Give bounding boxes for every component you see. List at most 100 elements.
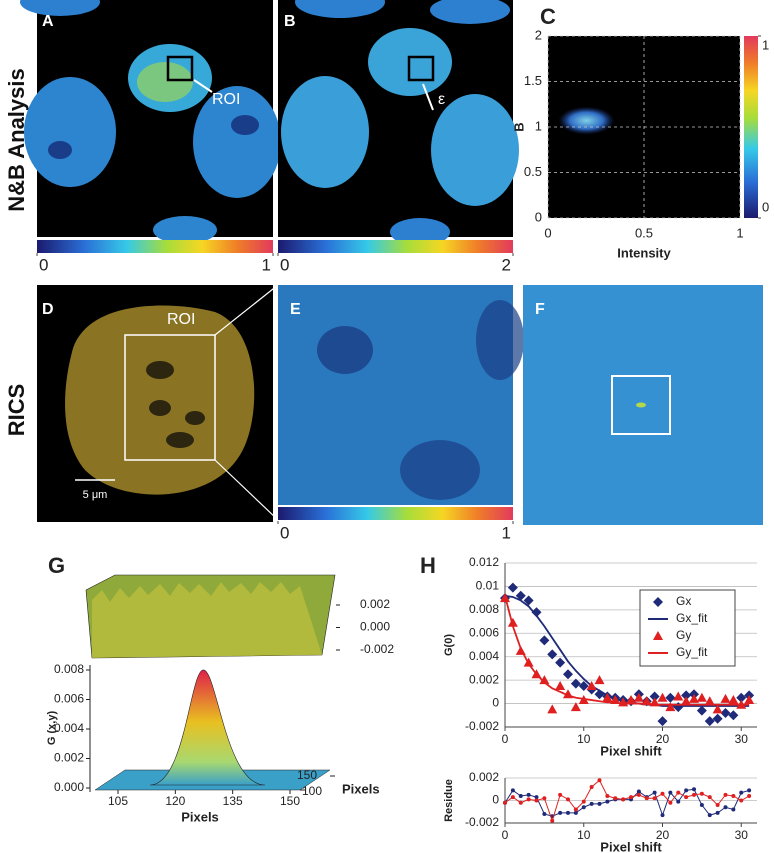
point — [668, 800, 673, 805]
scale-bar-label: 5 μm — [83, 489, 108, 501]
point — [550, 818, 555, 823]
point — [518, 800, 523, 805]
point — [566, 797, 570, 802]
point — [586, 681, 597, 690]
point — [676, 799, 681, 804]
legend-label: Gx — [676, 594, 691, 608]
point — [507, 617, 518, 627]
point — [657, 716, 668, 727]
point — [739, 790, 744, 795]
point — [712, 704, 723, 714]
point — [597, 801, 602, 806]
x-tick-label: 0 — [544, 225, 551, 240]
colorbar-label: 1 — [262, 255, 271, 274]
point — [652, 790, 657, 795]
panel-e-image — [278, 285, 524, 520]
y-axis-label: B — [511, 122, 526, 131]
panel-d-image: ROI 5 μm — [37, 284, 279, 522]
point — [570, 678, 581, 689]
point — [684, 788, 689, 793]
point — [507, 582, 518, 593]
point — [555, 681, 566, 690]
series-line — [504, 788, 750, 817]
point — [636, 792, 641, 797]
point — [720, 707, 731, 718]
y-tick-label: 0.5 — [524, 164, 542, 179]
legend-swatch — [653, 631, 663, 640]
y-tick-label: 0.01 — [476, 579, 500, 593]
x-axis-label: Intensity — [617, 245, 671, 260]
point — [621, 797, 626, 802]
point — [731, 794, 736, 798]
point — [736, 692, 747, 703]
point — [573, 807, 578, 812]
annotation: ROI — [212, 91, 240, 108]
y-tick-label: 0.004 — [469, 649, 499, 663]
point — [547, 649, 558, 660]
z-tick-label: 0.004 — [54, 721, 84, 735]
point — [589, 801, 594, 806]
panel-b-image: ε — [278, 0, 519, 253]
colorbar-label: 2 — [502, 255, 511, 274]
point — [589, 785, 594, 789]
y-tick-label: 2 — [535, 27, 542, 42]
point — [728, 710, 739, 721]
point — [707, 795, 712, 800]
point — [518, 794, 523, 798]
panel-a-image: ROI — [20, 0, 281, 253]
x-tick-label: 10 — [577, 732, 591, 746]
x-tick-label: 30 — [735, 732, 749, 746]
colorbar-label: 0 — [280, 523, 289, 542]
x-axis-label: Pixel shift — [600, 839, 662, 853]
x-tick-label: 20 — [656, 828, 670, 842]
point — [707, 813, 712, 818]
point — [715, 810, 720, 815]
y-axis-label: Pixels — [342, 781, 380, 796]
x-tick-label: 30 — [735, 828, 749, 842]
point — [594, 675, 605, 685]
point — [597, 778, 602, 783]
y-tick-label: 150 — [297, 768, 317, 782]
point — [570, 702, 581, 712]
point — [523, 595, 534, 606]
x-axis-label: Pixels — [181, 809, 219, 824]
y-tick-label: 0.006 — [469, 625, 499, 639]
point — [747, 794, 752, 798]
point — [660, 813, 665, 818]
point — [626, 695, 636, 705]
colorbar-label: 1 — [502, 523, 511, 542]
residue-tick-label: 0.002 — [360, 597, 390, 611]
y-tick-label: 0 — [492, 793, 499, 807]
annotation: ε — [438, 91, 445, 108]
colorbar — [744, 36, 758, 218]
x-tick-label: 105 — [108, 794, 128, 808]
point — [629, 795, 633, 800]
panel-label: D — [42, 301, 54, 318]
y-tick-label: 0 — [535, 209, 542, 224]
point — [510, 795, 515, 800]
point — [539, 675, 550, 685]
legend-label: Gy_fit — [676, 645, 708, 659]
panel-label: G — [48, 553, 65, 578]
point — [526, 792, 531, 797]
y-tick-label: 0.002 — [469, 672, 499, 686]
point — [652, 796, 657, 801]
point — [534, 798, 539, 803]
x-tick-label: 0.5 — [635, 225, 653, 240]
point — [681, 690, 692, 701]
series-line — [504, 594, 750, 707]
point — [739, 798, 744, 803]
point — [578, 681, 589, 691]
point — [515, 590, 526, 601]
y-tick-label: 0 — [492, 696, 499, 710]
point — [581, 805, 586, 810]
legend-swatch — [653, 597, 663, 607]
point — [747, 788, 752, 793]
point — [573, 810, 578, 815]
y-tick-label: 1 — [535, 118, 542, 133]
y-tick-label: 100 — [302, 784, 322, 798]
point — [605, 799, 610, 804]
y-tick-label: -0.002 — [465, 815, 499, 829]
x-tick-label: 120 — [165, 794, 185, 808]
point — [613, 796, 618, 801]
